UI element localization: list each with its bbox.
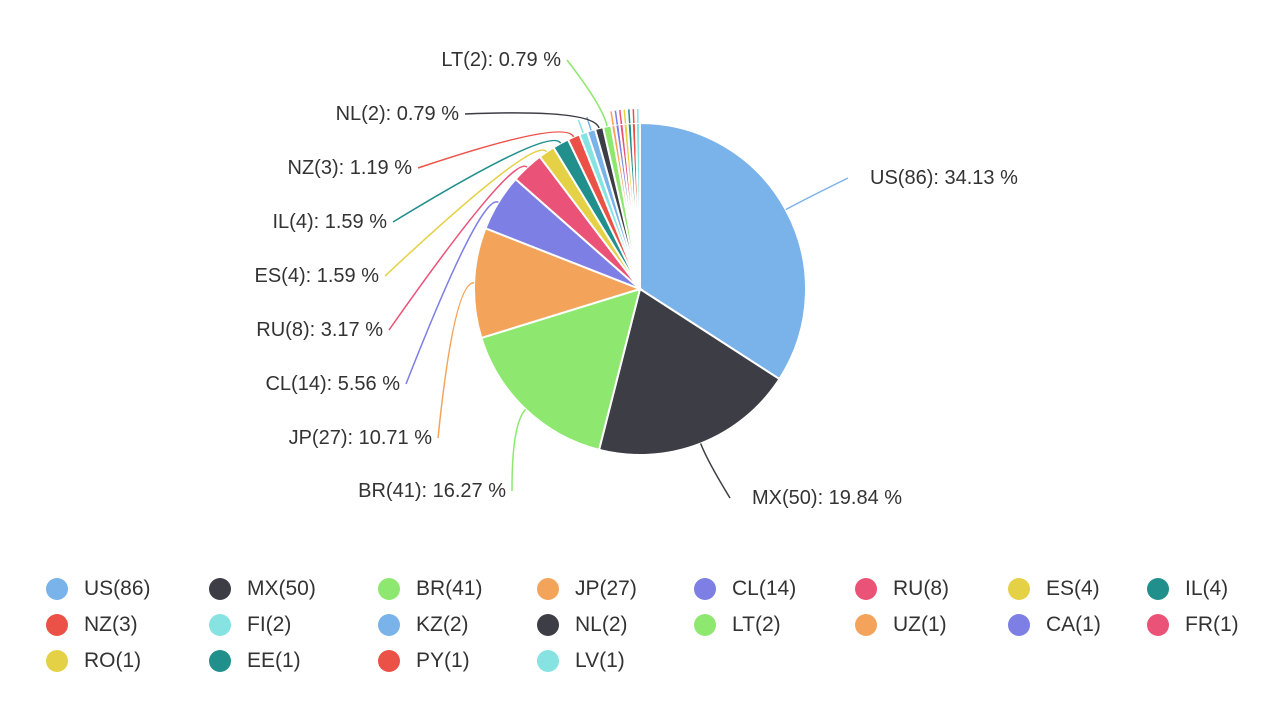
leader-line-uz <box>610 111 614 126</box>
pie-slice-br[interactable] <box>480 287 642 452</box>
legend-item-ru[interactable]: RU(8) <box>855 574 949 604</box>
legend-marker-icon <box>209 614 231 636</box>
legend-label: EE(1) <box>247 649 301 672</box>
leader-line-fr <box>619 110 623 125</box>
legend-item-ee[interactable]: EE(1) <box>209 646 301 676</box>
pie-plot-area: US(86): 34.13 % MX(50): 19.84 % BR(41): 16… <box>254 49 1018 509</box>
leader-line-lt <box>566 59 608 127</box>
legend-marker-icon <box>46 578 68 600</box>
legend-item-us[interactable]: US(86) <box>46 574 151 604</box>
slice-label-il: IL(4): 1.59 % <box>272 211 387 233</box>
legend-item-nl[interactable]: NL(2) <box>537 610 628 640</box>
legend-marker-icon <box>378 578 400 600</box>
legend-item-lt[interactable]: LT(2) <box>694 610 781 640</box>
pie-slice-jp[interactable] <box>472 227 644 340</box>
legend-label: CA(1) <box>1046 613 1101 636</box>
slice-labels-group: US(86): 34.13 % MX(50): 19.84 % BR(41): 16… <box>254 49 1018 509</box>
legend-item-mx[interactable]: MX(50) <box>209 574 316 604</box>
legend-marker-icon <box>209 650 231 672</box>
legend-item-fr[interactable]: FR(1) <box>1147 610 1239 640</box>
slice-label-nl: NL(2): 0.79 % <box>336 103 460 125</box>
leader-line-il <box>392 139 562 223</box>
leader-line-nl <box>464 112 600 129</box>
legend-marker-icon <box>378 614 400 636</box>
legend-marker-icon <box>694 614 716 636</box>
legend-label: PY(1) <box>416 649 470 672</box>
legend-item-py[interactable]: PY(1) <box>378 646 470 676</box>
legend-label: BR(41) <box>416 577 483 600</box>
legend-item-il[interactable]: IL(4) <box>1147 574 1228 604</box>
legend-label: MX(50) <box>247 577 316 600</box>
slice-label-cl: CL(14): 5.56 % <box>265 373 400 395</box>
legend-label: FR(1) <box>1185 613 1239 636</box>
legend-marker-icon <box>537 614 559 636</box>
leader-line-fi <box>577 119 584 134</box>
leader-line-mx <box>699 443 731 499</box>
legend-marker-icon <box>537 650 559 672</box>
leader-lines-group <box>384 59 849 499</box>
legend-label: RO(1) <box>84 649 142 672</box>
legend-label: NZ(3) <box>84 613 138 636</box>
legend-item-uz[interactable]: UZ(1) <box>855 610 947 640</box>
slice-label-us: US(86): 34.13 % <box>870 167 1018 189</box>
slice-label-ru: RU(8): 3.17 % <box>256 319 383 341</box>
legend-item-cl[interactable]: CL(14) <box>694 574 796 604</box>
legend-item-br[interactable]: BR(41) <box>378 574 483 604</box>
pie-slice-lv[interactable] <box>634 121 641 290</box>
legend-marker-icon <box>537 578 559 600</box>
legend-label: LT(2) <box>732 613 781 636</box>
legend-label: JP(27) <box>575 577 637 600</box>
legend-item-nz[interactable]: NZ(3) <box>46 610 138 640</box>
legend-label: CL(14) <box>732 577 797 600</box>
legend-label: UZ(1) <box>893 613 947 636</box>
slice-label-jp: JP(27): 10.71 % <box>289 427 433 449</box>
legend-marker-icon <box>46 614 68 636</box>
legend-item-ca[interactable]: CA(1) <box>1008 610 1101 640</box>
legend-label: IL(4) <box>1185 577 1229 600</box>
legend-item-jp[interactable]: JP(27) <box>537 574 637 604</box>
leader-line-py <box>632 109 635 124</box>
leader-line-jp <box>437 282 475 439</box>
legend-label: LV(1) <box>575 649 625 672</box>
legend-marker-icon <box>694 578 716 600</box>
legend-label: ES(4) <box>1046 577 1100 600</box>
slice-label-es: ES(4): 1.59 % <box>254 265 379 287</box>
legend-item-es[interactable]: ES(4) <box>1008 574 1100 604</box>
legend-marker-icon <box>1008 614 1030 636</box>
leader-line-es <box>384 149 548 277</box>
legend-marker-icon <box>1147 614 1169 636</box>
legend-marker-icon <box>378 650 400 672</box>
leader-line-cl <box>405 201 499 385</box>
leader-line-ee <box>628 109 631 124</box>
leader-line-ro <box>623 109 627 124</box>
leader-line-br <box>511 408 527 492</box>
legend-label: NL(2) <box>575 613 628 636</box>
slice-label-br: BR(41): 16.27 % <box>358 480 506 502</box>
legend-marker-icon <box>1147 578 1169 600</box>
legend-marker-icon <box>855 578 877 600</box>
leader-line-ru <box>388 165 528 331</box>
leader-line-ca <box>614 110 619 125</box>
legend-item-kz[interactable]: KZ(2) <box>378 610 469 640</box>
legend-label: US(86) <box>84 577 151 600</box>
legend-label: FI(2) <box>247 613 292 636</box>
legend-label: RU(8) <box>893 577 949 600</box>
leader-line-us <box>785 177 849 211</box>
legend-label: KZ(2) <box>416 613 469 636</box>
legend-item-fi[interactable]: FI(2) <box>209 610 291 640</box>
legend-marker-icon <box>46 650 68 672</box>
slice-label-lt: LT(2): 0.79 % <box>441 49 561 71</box>
legend-marker-icon <box>1008 578 1030 600</box>
leader-line-nz <box>417 131 575 169</box>
legend-marker-icon <box>209 578 231 600</box>
slices-group <box>472 121 807 457</box>
slice-label-mx: MX(50): 19.84 % <box>752 487 902 509</box>
legend-item-lv[interactable]: LV(1) <box>537 646 625 676</box>
legend-marker-icon <box>855 614 877 636</box>
slice-label-nz: NZ(3): 1.19 % <box>288 157 413 179</box>
legend-item-ro[interactable]: RO(1) <box>46 646 141 676</box>
